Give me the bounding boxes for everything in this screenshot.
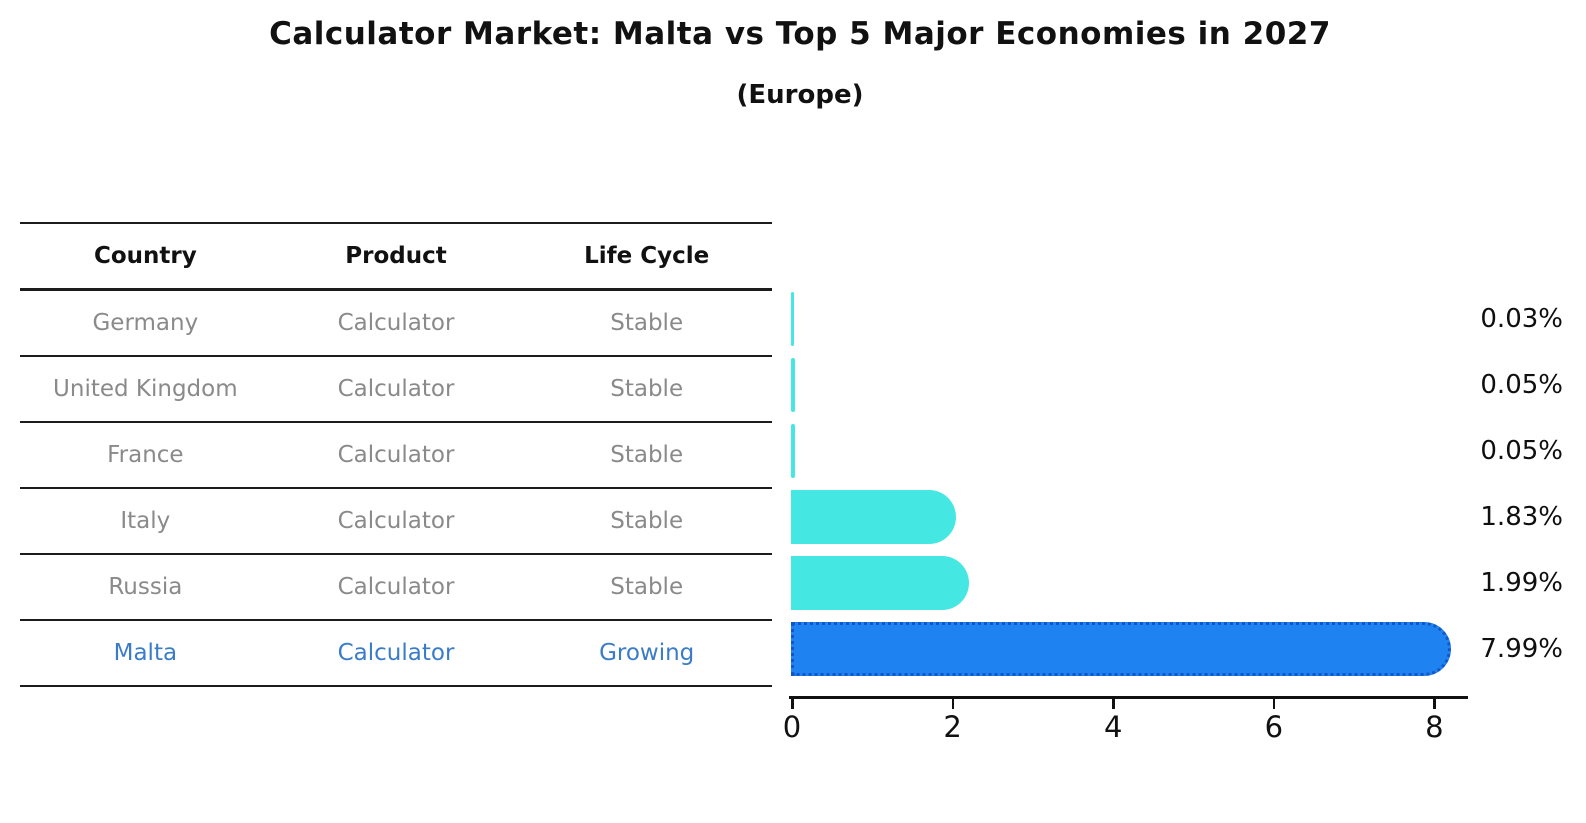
chart-subtitle: (Europe) [736, 80, 864, 110]
chart-title: Calculator Market: Malta vs Top 5 Major … [269, 16, 1331, 52]
x-axis-tick [791, 699, 794, 709]
col-header-country: Country [93, 243, 197, 269]
cell-product: Calculator [337, 442, 455, 468]
x-axis-tick [951, 699, 955, 709]
x-axis-tick [1433, 699, 1436, 709]
table-row-malta: Malta Calculator Growing [20, 621, 772, 687]
col-header-product: Product [345, 243, 447, 269]
cell-product: Calculator [337, 640, 455, 666]
table-row-france: France Calculator Stable [20, 423, 772, 489]
bar-malta [791, 622, 1451, 676]
bar-value-label-italy: 1.83% [1480, 502, 1563, 532]
cell-country: Germany [92, 310, 199, 336]
table-row-united-kingdom: United Kingdom Calculator Stable [20, 357, 772, 423]
cell-country: Russia [108, 574, 183, 600]
bar-germany [791, 292, 794, 346]
cell-life-cycle: Stable [610, 310, 684, 336]
bar-value-label-malta: 7.99% [1480, 634, 1563, 664]
x-axis-tick [1272, 699, 1276, 709]
cell-country: Malta [113, 640, 178, 666]
table-header-row: Country Product Life Cycle [20, 224, 772, 291]
bar-russia [791, 556, 969, 610]
cell-country: France [107, 442, 184, 468]
x-axis-tick-label: 4 [1103, 710, 1123, 744]
x-axis-tick-label: 6 [1264, 710, 1284, 744]
table-row-italy: Italy Calculator Stable [20, 489, 772, 555]
bar-united-kingdom [791, 358, 795, 412]
bar-france [791, 424, 795, 478]
x-axis-line [789, 696, 1468, 699]
bar-value-label-russia: 1.99% [1480, 568, 1563, 598]
cell-country: Italy [120, 508, 171, 534]
cell-life-cycle: Stable [610, 574, 684, 600]
bar-value-label-france: 0.05% [1480, 436, 1563, 466]
bar-value-label-germany: 0.03% [1480, 304, 1563, 334]
cell-life-cycle: Stable [610, 508, 684, 534]
cell-country: United Kingdom [53, 376, 238, 402]
cell-life-cycle: Stable [610, 442, 684, 468]
cell-life-cycle: Growing [599, 640, 695, 666]
cell-product: Calculator [337, 310, 455, 336]
x-axis-tick-label: 2 [943, 710, 962, 744]
x-axis-tick [1112, 699, 1115, 709]
table-row-germany: Germany Calculator Stable [20, 291, 772, 357]
bar-value-label-united-kingdom: 0.05% [1480, 370, 1563, 400]
x-axis-tick-label: 8 [1425, 710, 1444, 744]
table-row-russia: Russia Calculator Stable [20, 555, 772, 621]
cell-product: Calculator [337, 574, 455, 600]
cell-product: Calculator [337, 376, 455, 402]
country-table: Country Product Life Cycle Germany Calcul… [20, 222, 772, 687]
col-header-life-cycle: Life Cycle [584, 243, 710, 269]
cell-product: Calculator [337, 508, 455, 534]
bar-italy [791, 490, 956, 544]
cell-life-cycle: Stable [610, 376, 684, 402]
table-body: Germany Calculator Stable United Kingdom Cal… [20, 291, 772, 687]
x-axis-tick-label: 0 [782, 710, 802, 744]
